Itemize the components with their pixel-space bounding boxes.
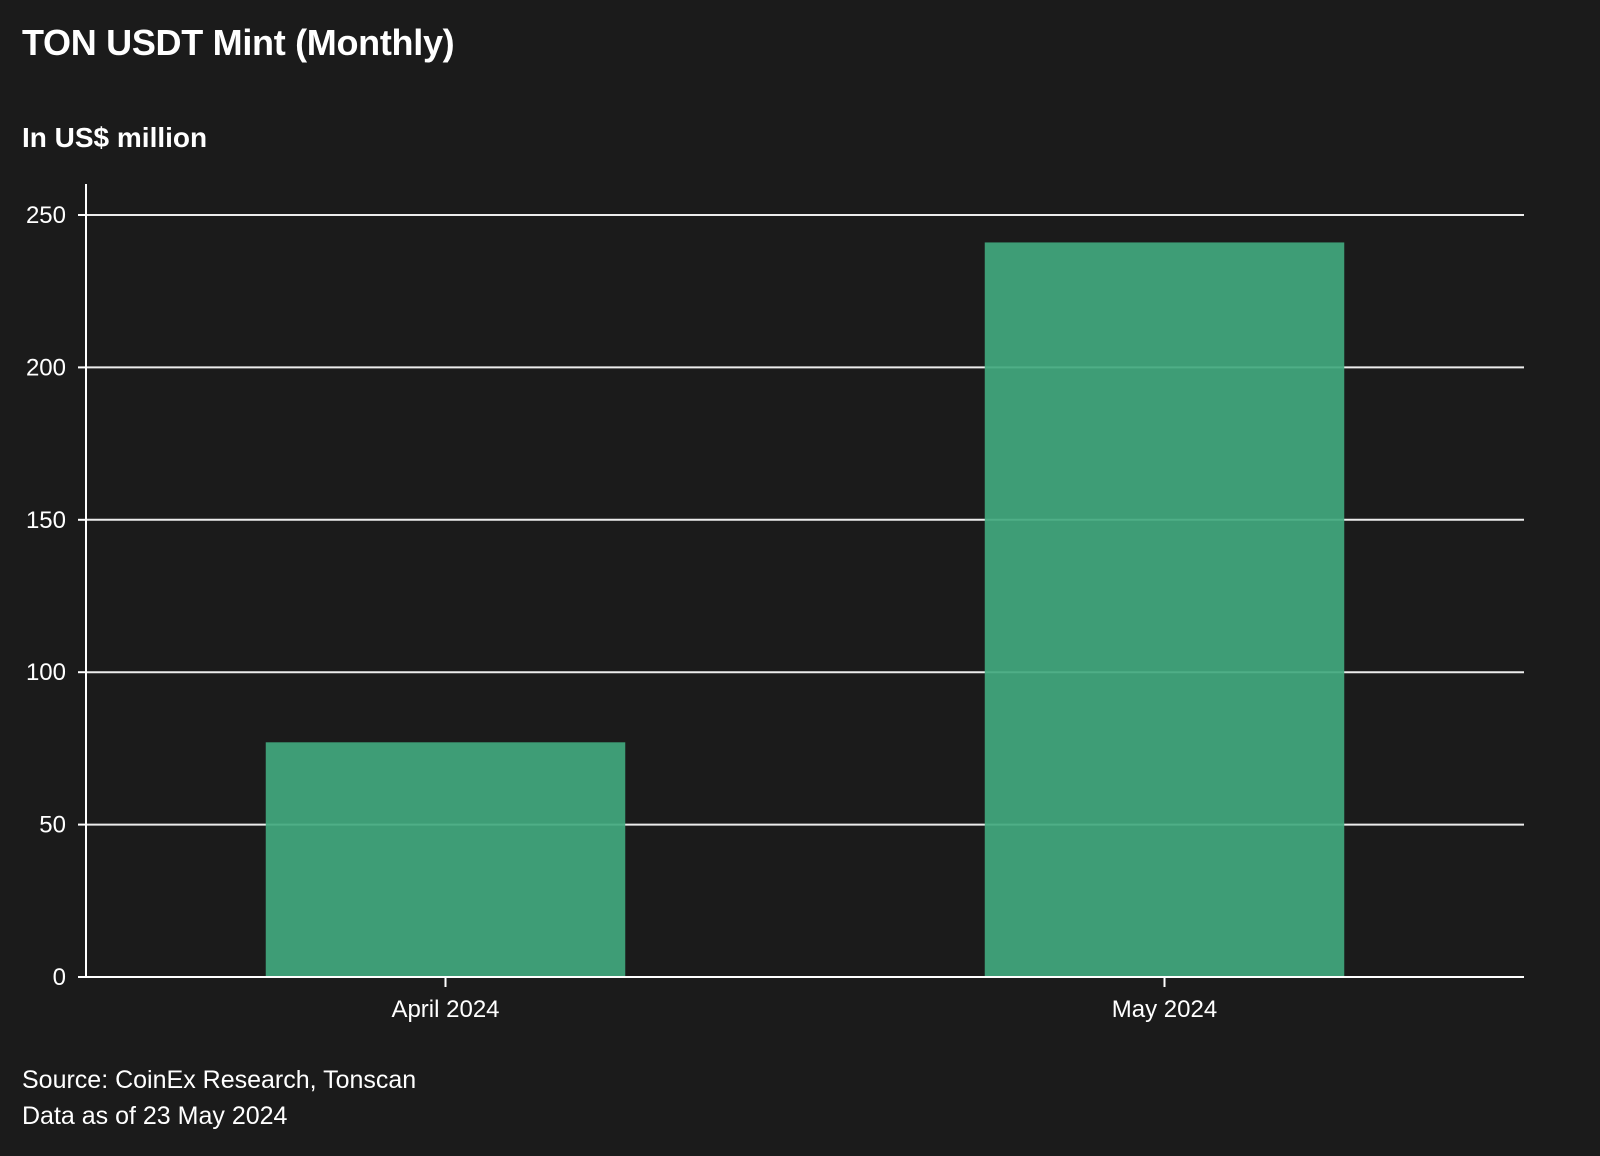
x-tick-label: May 2024 bbox=[1112, 996, 1217, 1023]
y-tick-label: 100 bbox=[26, 659, 66, 686]
y-tick-label: 150 bbox=[26, 507, 66, 534]
data-as-of-note: Data as of 23 May 2024 bbox=[22, 1102, 288, 1130]
source-note: Source: CoinEx Research, Tonscan bbox=[22, 1066, 417, 1094]
y-tick-label: 50 bbox=[39, 812, 66, 839]
bar-april-2024 bbox=[265, 742, 626, 977]
y-tick-label: 200 bbox=[26, 354, 66, 381]
y-tick-label: 0 bbox=[53, 964, 66, 991]
axes: 0 50 100 150 200 250 April 2024 May 2024 bbox=[26, 184, 1524, 1023]
bars bbox=[265, 242, 1345, 977]
chart-subtitle: In US$ million bbox=[22, 122, 208, 153]
chart-title: TON USDT Mint (Monthly) bbox=[22, 22, 455, 63]
x-tick-label: April 2024 bbox=[391, 996, 499, 1023]
bar-may-2024 bbox=[984, 242, 1345, 977]
y-tick-label: 250 bbox=[26, 202, 66, 229]
